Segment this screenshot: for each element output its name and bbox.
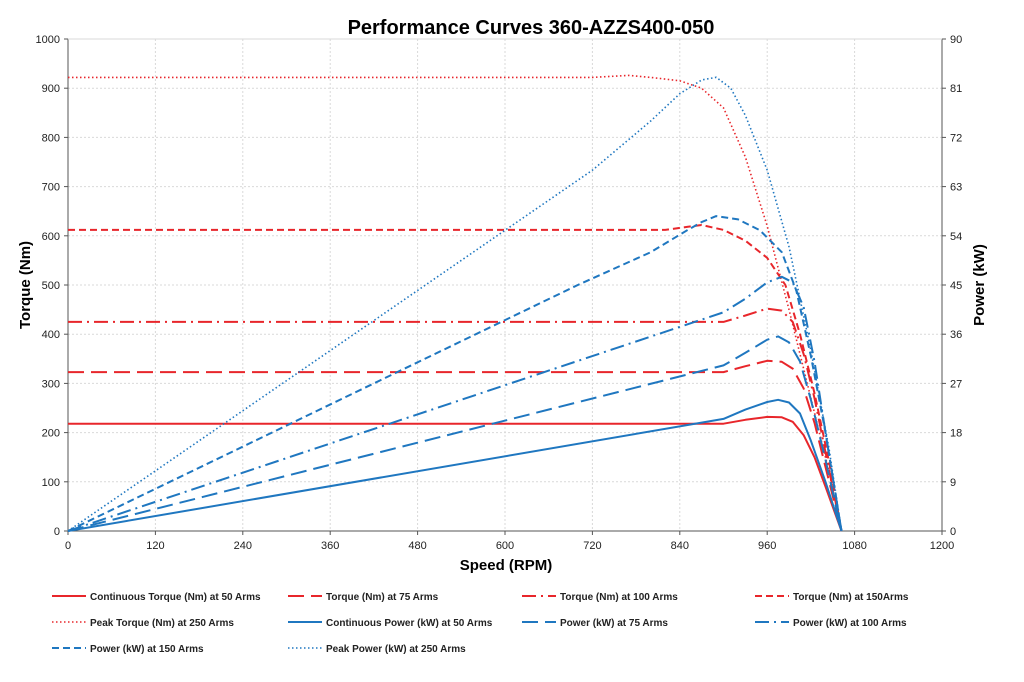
- y-tick-label: 300: [42, 378, 60, 390]
- y2-tick-label: 27: [950, 378, 962, 390]
- legend-entry-label: Power (kW) at 150 Arms: [90, 644, 204, 655]
- x-tick-label: 720: [583, 540, 601, 552]
- x-tick-label: 1080: [842, 540, 866, 552]
- power-series-line: [67, 76, 843, 532]
- power-series-line: [67, 335, 843, 532]
- y-tick-label: 700: [42, 182, 60, 194]
- y-tick-labels: 0 100 200 300 400 500 600 700 800 900 1000: [36, 34, 68, 538]
- legend-entry-label: Peak Power (kW) at 250 Arms: [326, 644, 466, 655]
- y-tick-label: 0: [54, 526, 60, 538]
- x-tick-label: 840: [671, 540, 689, 552]
- legend: Continuous Torque (Nm) at 50 Arms Torque …: [52, 592, 909, 655]
- torque-series-line: [68, 359, 843, 532]
- y2-axis-label: Power (kW): [971, 244, 988, 326]
- legend-entry-label: Power (kW) at 75 Arms: [560, 618, 668, 629]
- y-tick-label: 500: [42, 280, 60, 292]
- legend-entry-label: Peak Torque (Nm) at 250 Arms: [90, 618, 234, 629]
- y2-tick-labels: 0 9 18 27 36 45 54 63 72 81 90: [942, 34, 962, 538]
- y2-tick-label: 45: [950, 280, 962, 292]
- torque-series-line: [68, 224, 843, 532]
- y2-tick-label: 90: [950, 34, 962, 46]
- y2-tick-label: 72: [950, 132, 962, 144]
- y-tick-label: 900: [42, 83, 60, 95]
- x-tick-labels: 0 120 240 360 480 600 720 840 960 1080 1200: [65, 531, 954, 552]
- power-series-line: [67, 275, 843, 532]
- torque-series-line: [68, 415, 843, 532]
- x-tick-label: 480: [408, 540, 426, 552]
- y-tick-label: 400: [42, 329, 60, 341]
- x-tick-label: 960: [758, 540, 776, 552]
- legend-entry-label: Torque (Nm) at 150Arms: [793, 592, 909, 603]
- power-series-line: [67, 398, 843, 532]
- x-tick-label: 1200: [930, 540, 954, 552]
- y2-tick-label: 63: [950, 182, 962, 194]
- y-tick-label: 600: [42, 231, 60, 243]
- x-tick-label: 600: [496, 540, 514, 552]
- legend-entry-label: Torque (Nm) at 100 Arms: [560, 592, 678, 603]
- legend-entry-label: Continuous Torque (Nm) at 50 Arms: [90, 592, 261, 603]
- y-tick-label: 800: [42, 132, 60, 144]
- y2-tick-label: 9: [950, 477, 956, 489]
- x-axis-label: Speed (RPM): [460, 557, 553, 574]
- x-tick-label: 0: [65, 540, 71, 552]
- y2-tick-label: 81: [950, 83, 962, 95]
- torque-series-line: [68, 74, 843, 532]
- y-axis-label: Torque (Nm): [17, 241, 34, 329]
- y-tick-label: 200: [42, 428, 60, 440]
- x-tick-label: 120: [146, 540, 164, 552]
- legend-entry-label: Continuous Power (kW) at 50 Arms: [326, 618, 493, 629]
- y2-tick-label: 54: [950, 231, 962, 243]
- y2-tick-label: 18: [950, 428, 962, 440]
- y2-tick-label: 0: [950, 526, 956, 538]
- x-tick-label: 360: [321, 540, 339, 552]
- series-lines: [67, 74, 843, 532]
- y-tick-label: 1000: [36, 34, 60, 46]
- legend-entry-label: Torque (Nm) at 75 Arms: [326, 592, 439, 603]
- chart-title: Performance Curves 360-AZZS400-050: [348, 17, 715, 39]
- y2-tick-label: 36: [950, 329, 962, 341]
- power-series-line: [67, 215, 843, 532]
- x-tick-label: 240: [234, 540, 252, 552]
- y-tick-label: 100: [42, 477, 60, 489]
- torque-series-line: [68, 307, 843, 532]
- legend-entry-label: Power (kW) at 100 Arms: [793, 618, 907, 629]
